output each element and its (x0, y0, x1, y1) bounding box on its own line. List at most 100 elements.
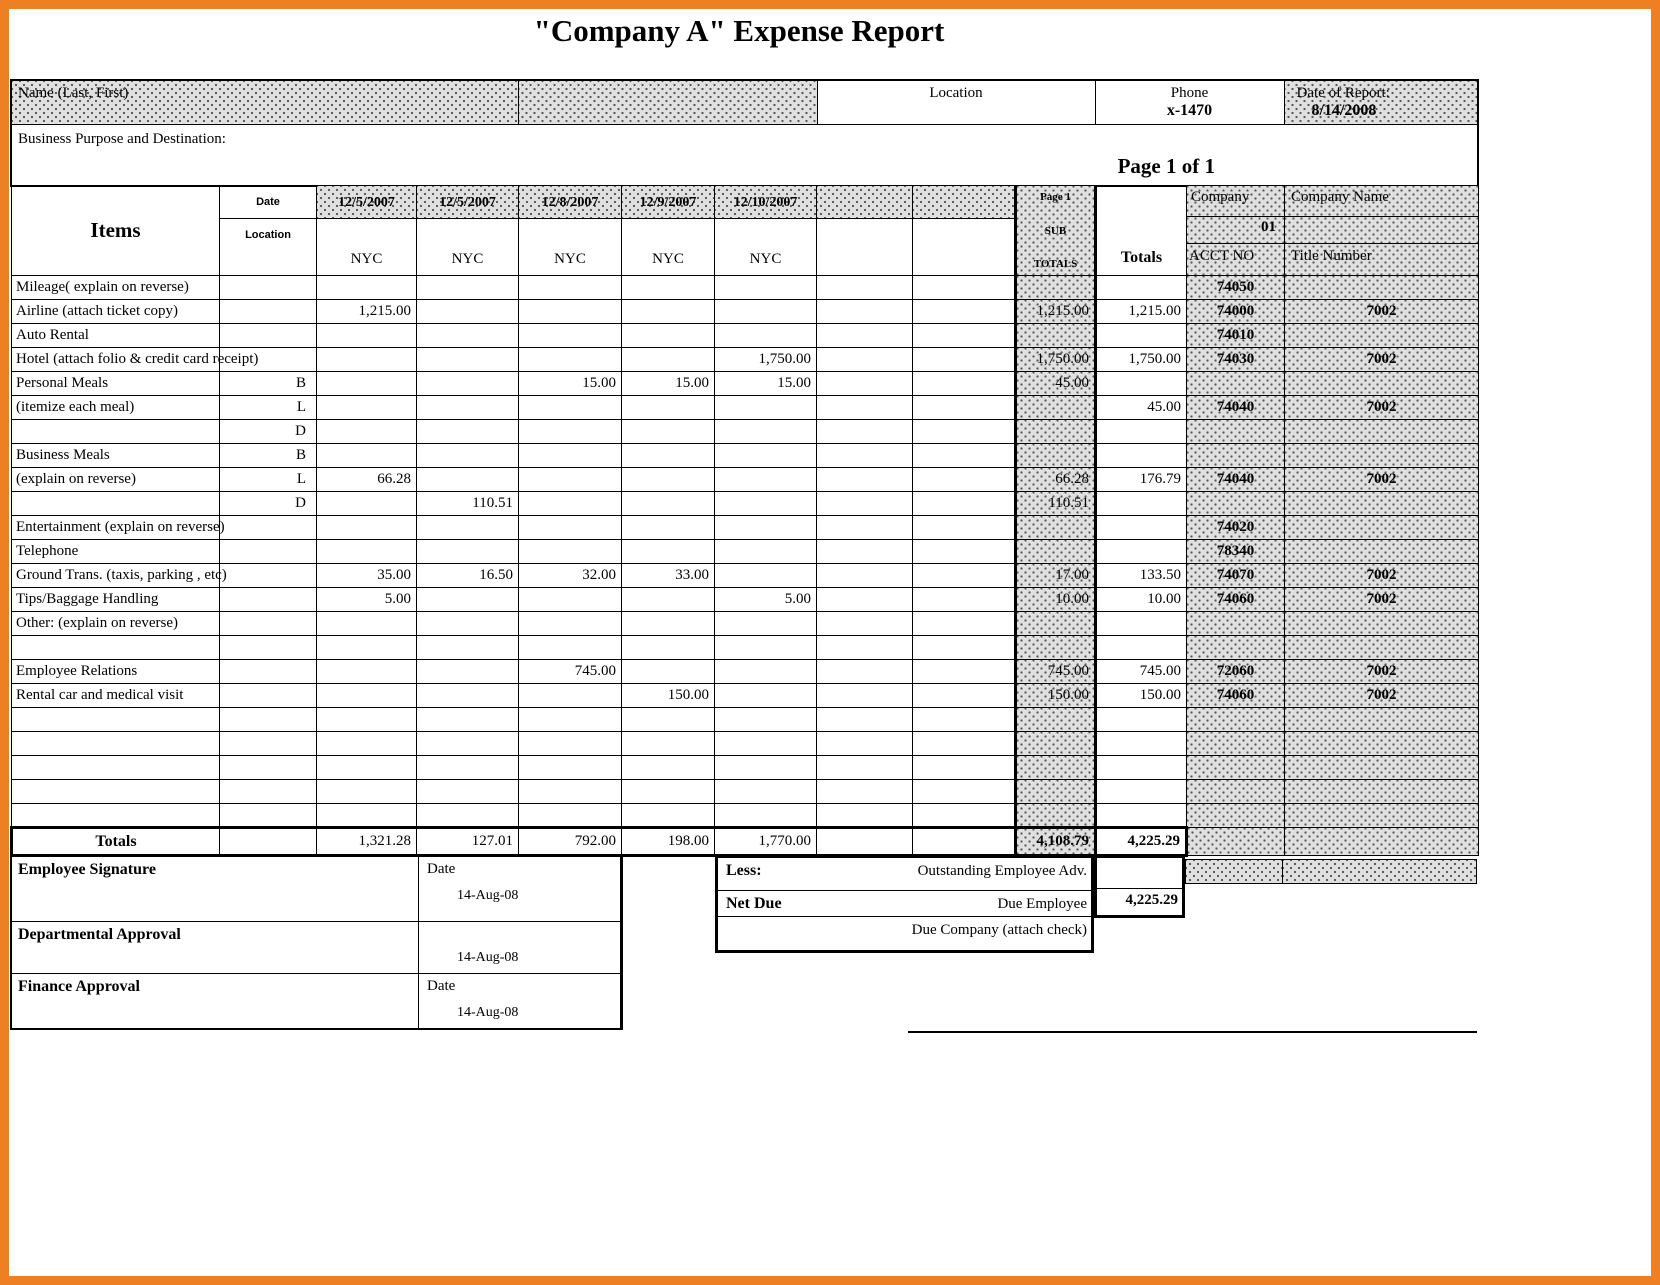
cell-tot (1095, 419, 1187, 444)
cell-item (11, 803, 220, 828)
cell-tot: 176.79 (1095, 467, 1187, 492)
cell-tn: 7002 (1284, 347, 1479, 372)
report-header-table: Name (Last, First) Location Phone x-1470… (10, 79, 1479, 187)
cell-day (816, 659, 913, 684)
cell-day (912, 803, 1016, 828)
name-field[interactable]: Name (Last, First) (10, 79, 519, 125)
business-purpose-label: Business Purpose and Destination: (18, 130, 226, 147)
cell-day (416, 779, 519, 804)
cell-sub (1014, 515, 1097, 540)
cell-tn (1284, 707, 1479, 732)
cell-sub: 17.00 (1014, 563, 1097, 588)
cell-day (714, 611, 817, 636)
cell-day (714, 659, 817, 684)
name-field-extra[interactable] (517, 79, 818, 125)
cell-item (11, 491, 220, 516)
cell-day (816, 803, 913, 828)
cell-day (816, 491, 913, 516)
expense-row: Business Meals B (11, 443, 1479, 468)
cell-day-total (912, 826, 1016, 857)
cell-tot: 45.00 (1095, 395, 1187, 420)
cell-day (714, 275, 817, 300)
cell-day (416, 707, 519, 732)
cell-day (714, 299, 817, 324)
cell-item (11, 635, 220, 660)
expense-row: Personal Meals B 15.00 15.00 15.00 45.00 (11, 371, 1479, 396)
net-due-label: Net Due (726, 895, 782, 912)
net-due-values: 4,225.29 (1094, 855, 1185, 918)
cell-meal (219, 515, 317, 540)
expense-row: Mileage( explain on reverse) 74050 (11, 275, 1479, 300)
cell-acct (1186, 419, 1285, 444)
cell-day (912, 491, 1016, 516)
cell-acct (1186, 707, 1285, 732)
less-row: Less: Outstanding Employee Adv. (718, 858, 1091, 890)
date-value: 14-Aug-08 (457, 950, 519, 965)
expense-table-body: Mileage( explain on reverse) 74050 Airline… (11, 275, 1479, 828)
cell-acct (1186, 755, 1285, 780)
cell-tot (1095, 371, 1187, 396)
date-of-report-label: Date of Report: (1296, 85, 1390, 101)
cell-day (816, 779, 913, 804)
cell-item (11, 707, 220, 732)
acct-no-header: Company 01 ACCT NO (1186, 185, 1285, 276)
cell-day (912, 635, 1016, 660)
cell-day (912, 755, 1016, 780)
cell-tn (1284, 539, 1479, 564)
cell-day (416, 731, 519, 756)
items-header: Items (11, 185, 220, 276)
date-value: 12/10/2007 (715, 186, 816, 219)
departmental-approval-row: Departmental Approval 14-Aug-08 (12, 922, 620, 974)
cell-day (518, 779, 622, 804)
cell-day-total: 1,321.28 (316, 826, 417, 857)
cell-meal: D (219, 491, 317, 516)
cell-day (714, 707, 817, 732)
cell-meal (219, 683, 317, 708)
cell-tn (1284, 803, 1479, 828)
cell-day (416, 755, 519, 780)
cell-day (621, 659, 715, 684)
expense-row (11, 731, 1479, 756)
cell-meal: B (219, 443, 317, 468)
cell-sub (1014, 779, 1097, 804)
cell-day: 32.00 (518, 563, 622, 588)
finance-approval-label[interactable]: Finance Approval (18, 978, 140, 995)
cell-day (816, 683, 913, 708)
cell-day (316, 371, 417, 396)
due-company-row: Due Company (attach check) (718, 916, 1091, 950)
cell-day (416, 635, 519, 660)
phone-label: Phone (1170, 85, 1209, 101)
day-column-header: 12/10/2007 NYC (714, 185, 817, 276)
cell-sub (1014, 395, 1097, 420)
cell-day (816, 347, 913, 372)
cell-tot: 1,750.00 (1095, 347, 1187, 372)
net-due-row: Net Due Due Employee (718, 890, 1091, 916)
employee-signature-label[interactable]: Employee Signature (18, 861, 156, 878)
cell-item: Personal Meals (11, 371, 220, 396)
due-employee-value: 4,225.29 (1125, 892, 1179, 908)
cell-day (316, 419, 417, 444)
business-purpose-field[interactable]: Business Purpose and Destination: Page 1… (10, 123, 1479, 187)
cell-item: Employee Relations (11, 659, 220, 684)
cell-day (416, 347, 519, 372)
date-location-header: Date Location (219, 185, 317, 276)
cell-acct: 74040 (1186, 467, 1285, 492)
cell-meal: D (219, 419, 317, 444)
cell-tot (1095, 707, 1187, 732)
cell-day (416, 467, 519, 492)
cell-day (316, 707, 417, 732)
cell-item (11, 755, 220, 780)
cell-day (912, 323, 1016, 348)
cell-sub (1014, 275, 1097, 300)
location-label: Location (245, 229, 291, 241)
cell-meal (219, 826, 317, 857)
dotted-strip (1185, 859, 1477, 884)
cell-sub (1014, 611, 1097, 636)
departmental-approval-label[interactable]: Departmental Approval (18, 926, 181, 943)
cell-day (714, 419, 817, 444)
cell-day: 5.00 (714, 587, 817, 612)
cell-day (816, 515, 913, 540)
cell-day (416, 515, 519, 540)
cell-item: Business Meals (11, 443, 220, 468)
finance-approval-date-cell: Date 14-Aug-08 (418, 974, 620, 1028)
